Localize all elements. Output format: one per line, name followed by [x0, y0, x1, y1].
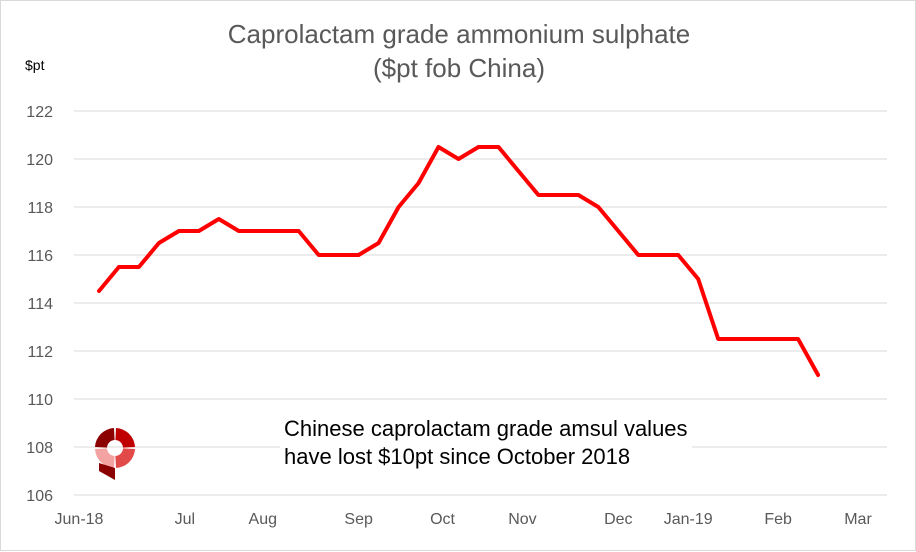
y-axis-ticks: 106 108 110 112 114 116 118 120 122 — [26, 104, 53, 505]
y-tick-label-122: 122 — [26, 104, 53, 121]
y-tick-label-120: 120 — [26, 152, 53, 169]
y-tick-label-110: 110 — [27, 392, 53, 409]
logo-segment-1 — [115, 448, 135, 468]
x-tick-label-0: Jun-18 — [55, 511, 104, 528]
y-tick-label-106: 106 — [26, 488, 53, 505]
y-tick-label-114: 114 — [27, 296, 53, 313]
x-axis-ticks: Jun-18 Jul Aug Sep Oct Nov Dec Jan-19 Feb Mar — [55, 511, 873, 528]
annotation-line-2: have lost $10pt since October 2018 — [284, 444, 631, 469]
chart-annotation: Chinese caprolactam grade amsul values h… — [280, 415, 692, 471]
x-tick-label-8: Feb — [764, 511, 792, 528]
y-axis-unit-label: $pt — [25, 57, 45, 73]
y-tick-label-108: 108 — [26, 440, 53, 457]
series-line-0 — [97, 145, 821, 377]
x-tick-label-9: Mar — [844, 511, 872, 528]
x-tick-label-4: Oct — [430, 511, 455, 528]
y-tick-label-112: 112 — [27, 344, 53, 361]
series-layer — [97, 145, 821, 377]
logo-segment-2 — [95, 448, 115, 468]
x-tick-label-2: Aug — [249, 511, 277, 528]
y-tick-label-116: 116 — [27, 248, 53, 265]
x-tick-label-1: Jul — [175, 511, 195, 528]
gridlines — [74, 110, 887, 496]
logo-tail — [99, 463, 115, 480]
logo-segment-3 — [95, 428, 115, 448]
annotation-line-1: Chinese caprolactam grade amsul values — [284, 416, 688, 441]
x-tick-label-7: Jan-19 — [664, 511, 713, 528]
x-tick-label-5: Nov — [508, 511, 536, 528]
chart-title: Caprolactam grade ammonium sulphate ($pt… — [1, 17, 916, 85]
company-logo — [95, 428, 135, 480]
chart-title-line-1: Caprolactam grade ammonium sulphate — [227, 19, 691, 49]
x-tick-label-3: Sep — [344, 511, 373, 528]
x-tick-label-6: Dec — [604, 511, 632, 528]
logo-segment-0 — [115, 428, 135, 448]
chart-title-line-2: ($pt fob China) — [373, 53, 545, 83]
y-tick-label-118: 118 — [27, 200, 53, 217]
